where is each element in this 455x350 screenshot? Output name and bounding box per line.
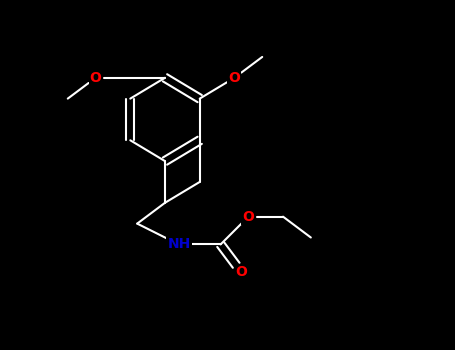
Text: O: O: [228, 71, 240, 85]
Text: O: O: [90, 71, 101, 85]
Text: O: O: [235, 265, 248, 279]
Text: O: O: [243, 210, 254, 224]
Text: NH: NH: [167, 237, 191, 251]
